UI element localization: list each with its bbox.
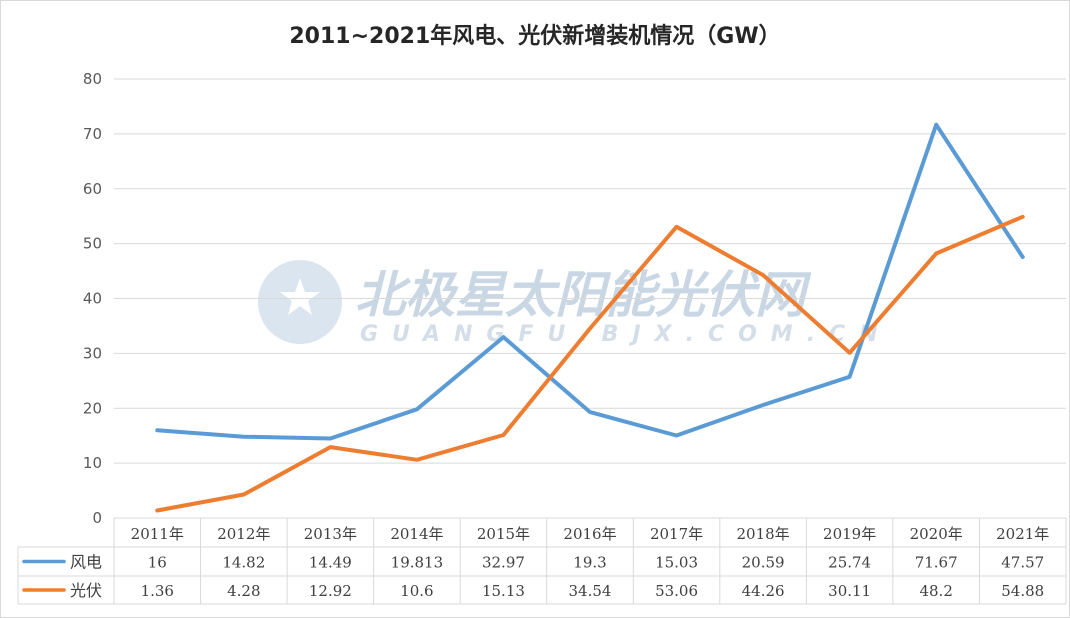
table-cell-value: 53.06 <box>655 582 698 600</box>
x-category-label: 2021年 <box>996 525 1049 543</box>
x-category-label: 2020年 <box>910 525 963 543</box>
y-tick-label: 80 <box>83 70 102 88</box>
table-cell-value: 44.26 <box>742 582 785 600</box>
table-cell-value: 71.67 <box>915 554 958 572</box>
y-tick-label: 40 <box>83 290 102 308</box>
table-cell-value: 47.57 <box>1001 554 1044 572</box>
data-point <box>934 252 938 256</box>
series-line <box>155 214 1025 513</box>
x-category-label: 2013年 <box>304 525 357 543</box>
x-category-label: 2016年 <box>563 525 616 543</box>
data-point <box>1021 255 1025 259</box>
data-point <box>1021 215 1025 219</box>
table-cell-value: 4.28 <box>227 582 260 600</box>
table-cell-value: 32.97 <box>482 554 525 572</box>
table-cell-value: 34.54 <box>569 582 612 600</box>
x-category-label: 2019年 <box>823 525 876 543</box>
y-tick-label: 0 <box>92 509 102 527</box>
data-point <box>848 375 852 379</box>
y-tick-label: 20 <box>83 399 102 417</box>
data-point <box>242 435 246 439</box>
data-point <box>588 326 592 330</box>
data-point <box>588 410 592 414</box>
y-tick-label: 60 <box>83 180 102 198</box>
x-category-label: 2015年 <box>477 525 530 543</box>
watermark: 北极星太阳能光伏网 GUANGFU.BJX.COM.CN <box>258 260 892 347</box>
chart-title: 2011~2021年风电、光伏新增装机情况（GW） <box>289 24 781 49</box>
x-category-label: 2017年 <box>650 525 703 543</box>
data-point <box>328 445 332 449</box>
table-cell-value: 14.82 <box>222 554 265 572</box>
table-cell-value: 15.13 <box>482 582 525 600</box>
x-category-label: 2011年 <box>131 525 184 543</box>
data-point <box>675 434 679 438</box>
data-point <box>501 335 505 339</box>
table-cell-value: 54.88 <box>1001 582 1044 600</box>
table-cell-value: 19.813 <box>391 554 444 572</box>
legend-series-name: 光伏 <box>70 581 102 600</box>
data-point <box>501 433 505 437</box>
data-point <box>848 351 852 355</box>
table-cell-value: 19.3 <box>573 554 606 572</box>
table-cell-value: 10.6 <box>400 582 433 600</box>
table-cell-value: 48.2 <box>919 582 952 600</box>
data-point <box>934 123 938 127</box>
table-cell-value: 12.92 <box>309 582 352 600</box>
data-point <box>415 407 419 411</box>
table-cell-value: 15.03 <box>655 554 698 572</box>
table-cell-value: 30.11 <box>828 582 871 600</box>
table-cell-value: 14.49 <box>309 554 352 572</box>
y-tick-label: 50 <box>83 235 102 253</box>
watermark-text: 北极星太阳能光伏网 <box>355 266 812 324</box>
data-point <box>328 436 332 440</box>
y-tick-label: 30 <box>83 344 102 362</box>
data-point <box>761 403 765 407</box>
watermark-star-icon <box>280 278 320 315</box>
data-point <box>415 458 419 462</box>
data-point <box>155 428 159 432</box>
x-category-label: 2012年 <box>217 525 270 543</box>
table-cell-value: 1.36 <box>141 582 174 600</box>
data-point <box>675 225 679 229</box>
data-point <box>761 273 765 277</box>
watermark-subtext: GUANGFU.BJX.COM.CN <box>360 322 892 347</box>
legend-series-name: 风电 <box>70 553 102 572</box>
table-cell-value: 25.74 <box>828 554 871 572</box>
y-tick-label: 70 <box>83 125 102 143</box>
table-cell-value: 20.59 <box>742 554 785 572</box>
table-cell-value: 16 <box>148 554 167 572</box>
data-point <box>155 509 159 513</box>
data-point <box>242 493 246 497</box>
x-category-label: 2018年 <box>736 525 789 543</box>
x-category-label: 2014年 <box>390 525 443 543</box>
y-tick-label: 10 <box>83 454 102 472</box>
